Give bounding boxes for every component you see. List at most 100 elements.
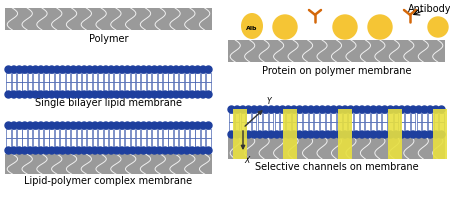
Bar xyxy=(93,82,97,91)
Circle shape xyxy=(54,66,61,73)
Circle shape xyxy=(336,106,343,113)
Circle shape xyxy=(353,131,360,138)
Circle shape xyxy=(16,147,23,154)
Bar xyxy=(417,113,421,122)
Circle shape xyxy=(404,131,411,138)
Bar xyxy=(315,113,319,122)
Bar xyxy=(60,138,65,147)
Bar xyxy=(286,113,291,122)
Bar xyxy=(82,129,86,138)
Bar xyxy=(55,138,59,147)
Bar xyxy=(343,122,347,131)
Circle shape xyxy=(118,66,126,73)
Circle shape xyxy=(290,106,297,113)
Circle shape xyxy=(5,66,12,73)
Circle shape xyxy=(200,66,207,73)
Bar xyxy=(179,129,184,138)
Bar xyxy=(286,122,291,131)
Circle shape xyxy=(228,106,235,113)
Bar xyxy=(235,113,239,122)
Bar xyxy=(152,82,157,91)
Bar xyxy=(22,73,27,82)
Bar xyxy=(17,73,22,82)
Bar xyxy=(195,138,200,147)
Circle shape xyxy=(381,106,388,113)
Bar xyxy=(382,113,387,122)
Bar xyxy=(263,122,268,131)
Circle shape xyxy=(32,91,39,98)
Circle shape xyxy=(145,147,153,154)
Bar xyxy=(422,113,427,122)
Circle shape xyxy=(234,131,241,138)
Bar xyxy=(82,73,86,82)
Circle shape xyxy=(387,131,394,138)
Circle shape xyxy=(330,131,337,138)
Circle shape xyxy=(359,106,365,113)
Bar xyxy=(168,138,173,147)
Bar xyxy=(76,73,81,82)
Bar xyxy=(174,129,178,138)
Circle shape xyxy=(427,106,434,113)
Circle shape xyxy=(118,122,126,129)
Circle shape xyxy=(364,106,371,113)
Circle shape xyxy=(178,66,185,73)
Bar xyxy=(433,109,447,159)
Circle shape xyxy=(410,131,417,138)
Bar xyxy=(28,138,32,147)
Bar xyxy=(50,138,54,147)
Bar xyxy=(141,138,146,147)
Bar xyxy=(130,129,135,138)
Bar xyxy=(428,113,432,122)
Bar xyxy=(388,122,393,131)
Circle shape xyxy=(64,66,72,73)
Bar xyxy=(184,138,189,147)
Bar xyxy=(163,73,167,82)
Circle shape xyxy=(162,66,169,73)
Circle shape xyxy=(135,122,142,129)
Circle shape xyxy=(392,106,400,113)
Circle shape xyxy=(59,66,66,73)
Circle shape xyxy=(342,131,348,138)
Bar xyxy=(114,129,119,138)
Circle shape xyxy=(102,122,109,129)
Circle shape xyxy=(113,91,120,98)
Bar xyxy=(280,122,285,131)
Bar xyxy=(174,82,178,91)
Circle shape xyxy=(102,147,109,154)
Circle shape xyxy=(347,131,354,138)
Circle shape xyxy=(290,131,297,138)
Bar xyxy=(195,73,200,82)
Circle shape xyxy=(392,131,400,138)
Bar xyxy=(114,73,119,82)
Bar xyxy=(292,113,296,122)
Bar xyxy=(354,113,359,122)
Circle shape xyxy=(184,122,190,129)
Circle shape xyxy=(172,66,180,73)
Bar xyxy=(258,122,262,131)
Circle shape xyxy=(86,91,93,98)
Circle shape xyxy=(59,122,66,129)
Bar xyxy=(179,138,184,147)
Circle shape xyxy=(10,91,18,98)
Bar xyxy=(228,40,445,62)
Bar xyxy=(158,138,162,147)
Bar xyxy=(348,113,353,122)
Bar xyxy=(331,122,336,131)
Bar xyxy=(400,113,404,122)
Circle shape xyxy=(172,147,180,154)
Bar xyxy=(125,138,130,147)
Bar xyxy=(71,129,76,138)
Circle shape xyxy=(189,147,196,154)
Text: Antibody: Antibody xyxy=(408,4,450,14)
Circle shape xyxy=(124,91,131,98)
Circle shape xyxy=(319,106,326,113)
Bar xyxy=(174,73,178,82)
Bar xyxy=(44,129,49,138)
Bar xyxy=(190,129,194,138)
Bar xyxy=(109,73,113,82)
Circle shape xyxy=(432,131,439,138)
Circle shape xyxy=(381,131,388,138)
Circle shape xyxy=(428,17,448,37)
Bar xyxy=(303,113,307,122)
Circle shape xyxy=(302,106,309,113)
